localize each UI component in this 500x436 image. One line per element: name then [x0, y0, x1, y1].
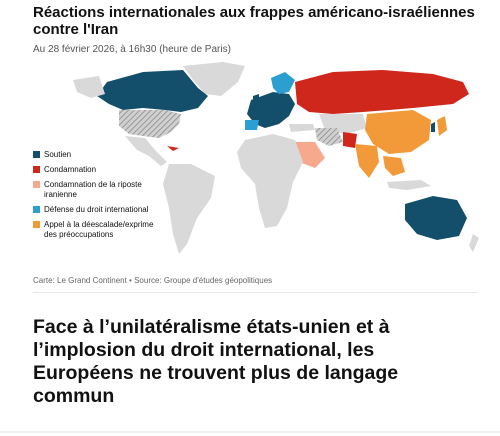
- legend-item-international-law: Défense du droit international: [33, 205, 158, 215]
- legend-swatch-condemnation: [33, 166, 40, 173]
- legend-label: Appel à la déescalade/exprime des préocc…: [44, 220, 154, 239]
- china: [365, 110, 431, 154]
- iran: [315, 128, 343, 146]
- legend-swatch-condemn-riposte: [33, 181, 40, 188]
- russia: [295, 70, 469, 114]
- south-america: [163, 164, 215, 254]
- legend-item-condemn-riposte: Condamnation de la riposte iranienne: [33, 180, 158, 200]
- central-america: [125, 136, 167, 166]
- map-subtitle: Au 28 février 2026, à 16h30 (heure de Pa…: [33, 44, 231, 55]
- footer-rule: [0, 431, 500, 433]
- africa: [237, 134, 303, 228]
- legend-swatch-deescalation: [33, 221, 40, 228]
- spain: [245, 120, 259, 130]
- new-zealand: [469, 234, 479, 252]
- pakistan: [343, 132, 357, 148]
- canada: [97, 70, 208, 112]
- legend-swatch-international-law: [33, 206, 40, 213]
- united-kingdom: [253, 94, 259, 104]
- turkey: [289, 124, 315, 132]
- legend-item-condemnation: Condamnation: [33, 165, 158, 175]
- map-legend: Soutien Condamnation Condamnation de la …: [33, 150, 158, 245]
- world-map: [73, 62, 479, 254]
- map-title: Réactions internationales aux frappes am…: [33, 4, 475, 38]
- article-headline[interactable]: Face à l’unilatéralisme états-unien et à…: [33, 316, 399, 407]
- legend-item-deescalation: Appel à la déescalade/exprime des préocc…: [33, 220, 158, 240]
- legend-label: Condamnation: [44, 165, 97, 174]
- legend-label: Soutien: [44, 150, 72, 159]
- japan: [437, 116, 447, 136]
- map-source: Carte: Le Grand Continent • Source: Grou…: [33, 276, 273, 285]
- greenland: [183, 62, 245, 96]
- korea: [431, 122, 435, 132]
- united-states: [119, 110, 181, 138]
- cuba: [167, 146, 179, 151]
- legend-label: Défense du droit international: [44, 205, 149, 214]
- alaska: [73, 76, 105, 98]
- scandinavia: [271, 72, 295, 94]
- australia: [405, 196, 467, 240]
- legend-swatch-support: [33, 151, 40, 158]
- legend-label: Condamnation de la riposte iranienne: [44, 180, 142, 199]
- legend-item-support: Soutien: [33, 150, 158, 160]
- divider: [33, 292, 478, 293]
- southeast-asia: [383, 156, 405, 176]
- india: [355, 144, 379, 178]
- indonesia: [387, 180, 431, 190]
